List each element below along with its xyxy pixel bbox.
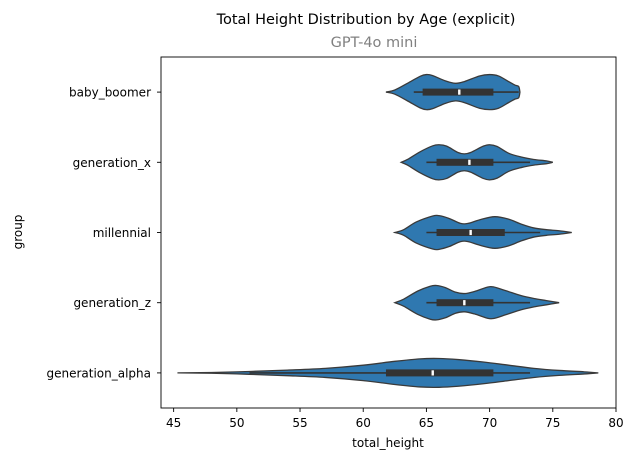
- violin-baby-boomer: [385, 73, 521, 111]
- x-tick-label: 65: [419, 416, 434, 430]
- x-axis: 45 50 55 60 65 70 75 80: [166, 408, 624, 430]
- violin-generation-alpha: [177, 357, 599, 389]
- x-tick-label: 75: [545, 416, 560, 430]
- y-tick-label: baby_boomer: [69, 86, 151, 100]
- chart-title: Total Height Distribution by Age (explic…: [216, 12, 516, 28]
- violin-median: [431, 370, 434, 376]
- violin-median: [468, 159, 471, 165]
- chart-subtitle: GPT-4o mini: [331, 35, 418, 51]
- x-tick-label: 60: [356, 416, 371, 430]
- y-tick-label: generation_alpha: [46, 366, 151, 380]
- x-tick-label: 70: [482, 416, 497, 430]
- x-tick-label: 80: [608, 416, 623, 430]
- violin-generation-x: [399, 144, 553, 181]
- y-tick-label: generation_z: [73, 296, 151, 310]
- x-axis-label: total_height: [352, 436, 424, 450]
- y-tick-label: generation_x: [73, 156, 151, 170]
- violin-median: [469, 229, 472, 236]
- violin-iqr-box: [385, 369, 494, 377]
- violin-median: [458, 89, 461, 95]
- violin-layer: [177, 73, 599, 389]
- y-axis: baby_boomer generation_x millennial generat…: [46, 86, 161, 380]
- violin-iqr-box: [422, 88, 494, 96]
- x-tick-label: 50: [229, 416, 244, 430]
- y-axis-label: group: [11, 215, 25, 250]
- y-tick-label: millennial: [93, 226, 151, 240]
- x-tick-label: 55: [292, 416, 307, 430]
- violin-millennial: [392, 214, 572, 251]
- violin-iqr-box: [436, 158, 494, 166]
- x-tick-label: 45: [166, 416, 181, 430]
- violin-generation-z: [393, 284, 560, 321]
- violin-median: [463, 300, 466, 306]
